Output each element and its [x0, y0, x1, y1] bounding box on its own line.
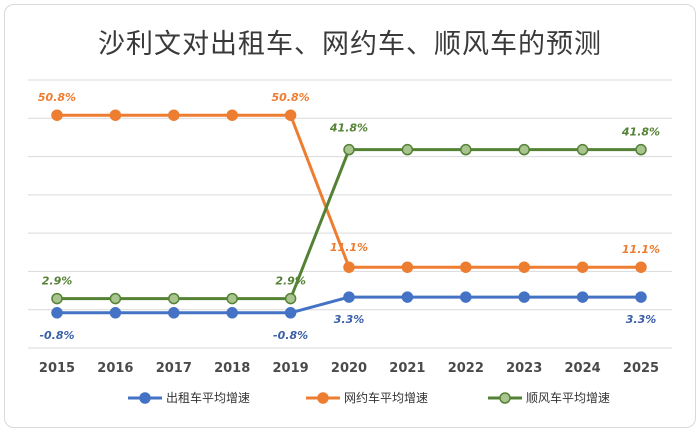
legend-marker [139, 392, 151, 404]
data-point [401, 143, 414, 156]
gridlines [28, 79, 672, 349]
series-line [57, 148, 641, 301]
legend-marker [499, 392, 511, 404]
series-markers [51, 109, 647, 319]
data-point [635, 291, 647, 303]
data-point [109, 307, 122, 319]
data-point [635, 143, 647, 156]
data-label: 11.1% [622, 243, 660, 256]
data-point [109, 292, 122, 305]
legend-label: 顺风车平均增速 [526, 390, 610, 405]
data-point [518, 261, 530, 273]
data-label: 2.9% [42, 275, 73, 288]
data-point [168, 307, 180, 319]
data-point [460, 143, 472, 156]
x-tick-label: 2019 [273, 361, 309, 376]
data-point [51, 292, 63, 305]
data-label: 41.8% [329, 122, 368, 135]
legend-label: 出租车平均增速 [166, 390, 250, 405]
data-point [401, 291, 414, 303]
data-point [168, 292, 180, 305]
legend-label: 网约车平均增速 [344, 390, 428, 405]
data-point [343, 143, 355, 156]
x-axis-ticks: 2015 2016 2017 2018 2019 2020 2021 2022 2023 2024… [39, 361, 659, 376]
data-label: 3.3% [334, 313, 365, 326]
data-point [226, 109, 238, 121]
chart-frame [4, 4, 696, 428]
x-tick-label: 2025 [623, 361, 659, 376]
data-label: 41.8% [621, 126, 660, 139]
data-point [343, 261, 355, 273]
chart-title: 沙利文对出租车、网约车、顺风车的预测 [98, 29, 602, 60]
data-point [518, 291, 530, 303]
x-tick-label: 2017 [156, 361, 192, 376]
data-label: 3.3% [626, 313, 657, 326]
data-point [343, 291, 355, 303]
data-point [51, 307, 63, 319]
data-point [226, 292, 238, 305]
legend-marker [317, 392, 329, 404]
data-point [284, 109, 297, 121]
x-tick-label: 2020 [331, 361, 367, 376]
data-point [51, 109, 63, 121]
legend: 出租车平均增速 网约车平均增速 顺风车平均增速 [128, 390, 610, 405]
data-label: 50.8% [38, 91, 76, 104]
data-point [635, 261, 647, 273]
x-tick-label: 2024 [565, 361, 601, 376]
data-point [226, 307, 238, 319]
data-point [576, 261, 589, 273]
data-label: -0.8% [273, 329, 308, 342]
x-tick-label: 2015 [39, 361, 75, 376]
x-tick-label: 2018 [214, 361, 250, 376]
x-tick-label: 2022 [448, 361, 484, 376]
data-point [518, 143, 530, 156]
x-tick-label: 2021 [389, 361, 425, 376]
data-labels: -0.8% -0.8% 3.3% 3.3% 50.8% 50.8% 11.1% 11.1% 2.… [38, 91, 660, 342]
data-label: 2.9% [275, 275, 306, 288]
data-point [284, 292, 297, 305]
x-tick-label: 2023 [506, 361, 542, 376]
data-point [284, 307, 297, 319]
x-tick-label: 2016 [97, 361, 133, 376]
data-label: -0.8% [39, 329, 74, 342]
data-point [109, 109, 122, 121]
data-point [460, 291, 472, 303]
data-label: 11.1% [330, 241, 368, 254]
data-point [401, 261, 414, 273]
data-point [576, 291, 589, 303]
data-point [576, 143, 589, 156]
data-point [168, 109, 180, 121]
data-label: 50.8% [272, 91, 310, 104]
data-point [460, 261, 472, 273]
